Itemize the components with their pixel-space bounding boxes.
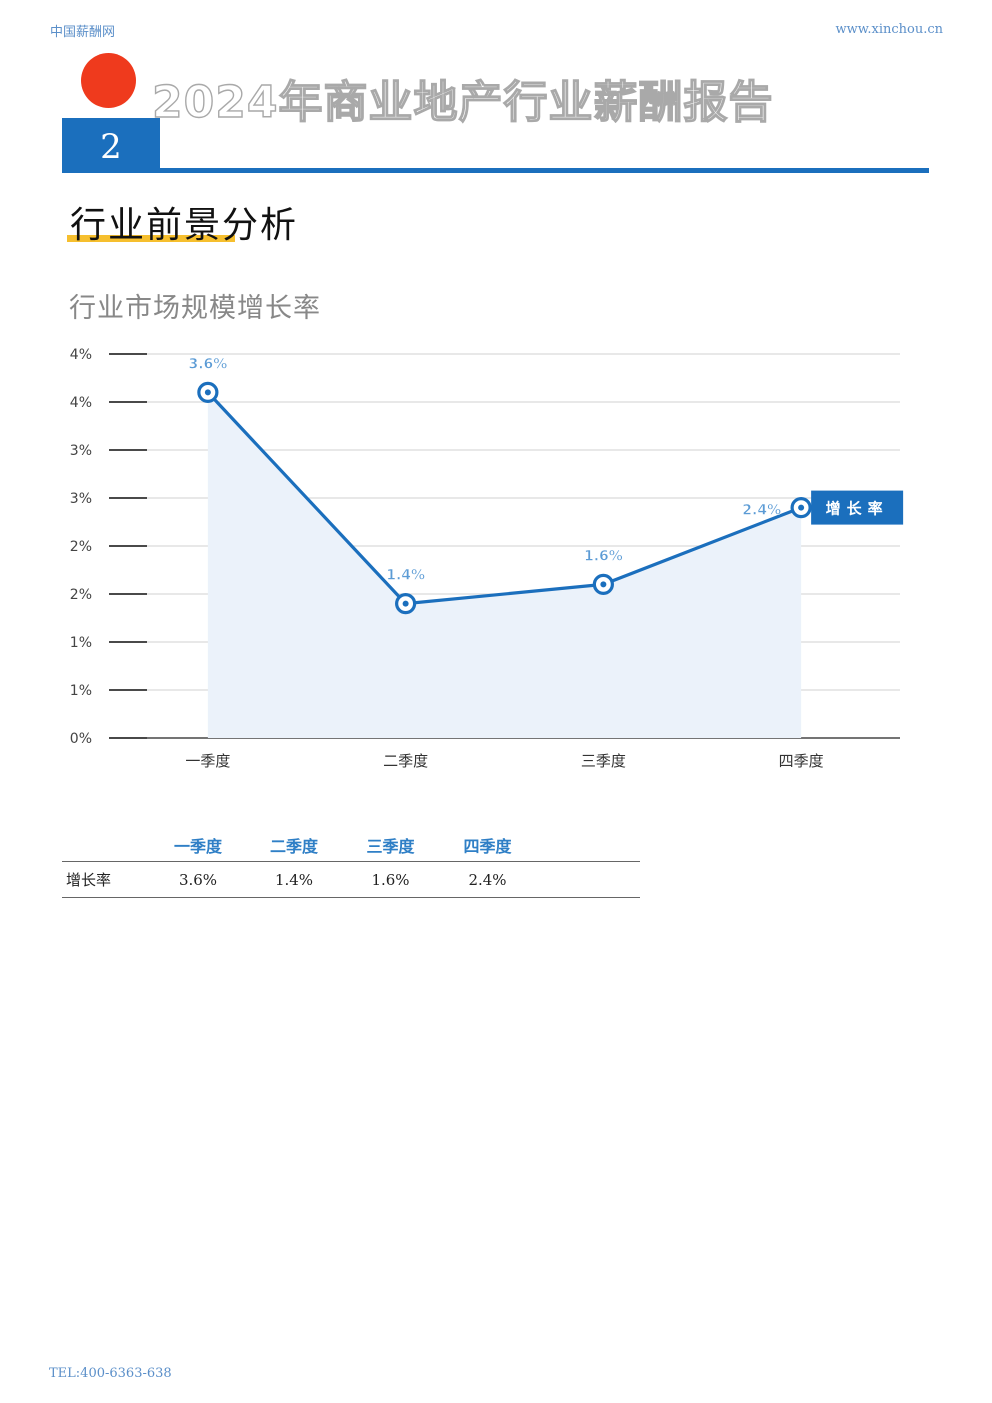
table-cell: 2.4% (439, 861, 536, 898)
x-tick-label: 一季度 (185, 752, 230, 770)
section-title-underline (67, 235, 235, 242)
y-tick-label: 2% (70, 539, 92, 555)
footer-tel: TEL:400-6363-638 (49, 1366, 172, 1381)
header-rule (62, 168, 929, 173)
data-label: 1.6% (584, 548, 623, 564)
legend-label: 增长率 (826, 500, 889, 518)
y-tick-label: 1% (70, 683, 92, 699)
data-label: 1.4% (386, 568, 425, 584)
table-header-row: 一季度 二季度 三季度 四季度 (62, 828, 640, 862)
table-header-cell: 三季度 (342, 828, 439, 862)
data-label: 3.6% (188, 356, 227, 372)
data-point-center (204, 389, 211, 396)
series-line (206, 391, 802, 606)
x-tick-label: 三季度 (581, 752, 626, 770)
series-area (207, 392, 802, 738)
table-header-cell (536, 828, 640, 862)
table-header-cell: 二季度 (246, 828, 342, 862)
y-tick-label: 4% (70, 347, 92, 363)
y-tick-label: 3% (70, 491, 92, 507)
report-title: 2024年商业地产行业薪酬报告 (151, 76, 774, 128)
x-tick-label: 四季度 (779, 752, 824, 770)
y-tick-label: 4% (70, 395, 92, 411)
decorative-red-dot (81, 53, 136, 108)
data-point-center (600, 581, 607, 588)
table-cell: 1.6% (342, 861, 439, 898)
table-header-cell (62, 828, 150, 862)
data-point-center (798, 504, 805, 511)
table-cell: 3.6% (150, 861, 246, 898)
y-tick-label: 1% (70, 635, 92, 651)
chart-title: 行业市场规模增长率 (69, 293, 321, 324)
data-table: 一季度 二季度 三季度 四季度 增长率 3.6% 1.4% 1.6% 2.4% (62, 828, 640, 898)
table-row-label: 增长率 (62, 861, 150, 898)
data-point-center (402, 600, 409, 607)
table-row: 增长率 3.6% 1.4% 1.6% 2.4% (62, 861, 640, 898)
table-header-cell: 四季度 (439, 828, 536, 862)
section-title: 行业前景分析 (70, 205, 299, 246)
section-number: 2 (62, 118, 160, 172)
site-url[interactable]: www.xinchou.cn (835, 22, 943, 37)
table-cell: 1.4% (246, 861, 342, 898)
legend-box (811, 490, 904, 525)
data-label: 2.4% (742, 503, 781, 519)
y-tick-label: 0% (70, 731, 92, 747)
site-name: 中国薪酬网 (50, 25, 116, 40)
table-cell (536, 861, 640, 898)
growth-rate-chart: 0% 1% 1% 2% 2% 3% 3% 4% 4% 3.6% 1.4% 1.6% 2.4% 一季度 二季度… (70, 347, 904, 770)
table-header-cell: 一季度 (150, 828, 246, 862)
y-tick-label: 3% (70, 443, 92, 459)
x-tick-label: 二季度 (383, 752, 428, 770)
y-tick-label: 2% (70, 587, 92, 603)
